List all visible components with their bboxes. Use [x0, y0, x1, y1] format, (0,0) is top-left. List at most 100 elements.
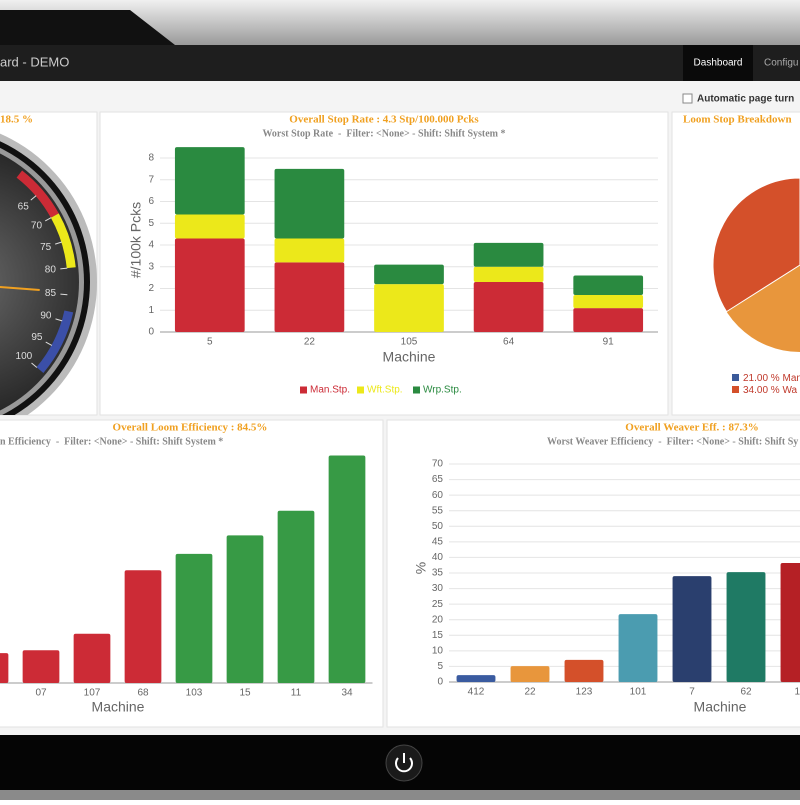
bar-segment — [374, 264, 444, 285]
gauge-tick — [31, 362, 38, 368]
bar — [780, 563, 800, 682]
legend-value: 21.00 % — [743, 373, 780, 384]
chart-title: Overall Weaver Eff. : 87.3% — [625, 422, 758, 434]
y-tick-label: 45 — [432, 536, 444, 547]
gauge-tick — [55, 241, 62, 245]
bottom-frame — [0, 790, 800, 800]
y-tick-label: 60 — [432, 490, 444, 501]
chart-subtitle: Worst Stop Rate - Filter: <None> - Shift… — [262, 128, 505, 139]
legend-swatch — [357, 386, 364, 394]
bar-segment — [174, 238, 245, 332]
bar — [175, 553, 213, 683]
y-tick-label: 55 — [432, 505, 444, 516]
y-tick-label: 35 — [432, 568, 444, 579]
bar-segment — [573, 275, 644, 296]
y-tick-label: 0 — [148, 327, 154, 338]
legend-value: 34.00 % — [743, 385, 780, 396]
gauge-tick — [45, 341, 53, 346]
y-tick-label: 6 — [148, 196, 154, 207]
gauge-band — [16, 170, 59, 218]
x-tick-label: 7 — [689, 687, 695, 698]
y-tick-label: 50 — [432, 521, 444, 532]
bar — [510, 666, 550, 682]
bar — [618, 614, 658, 682]
y-tick-label: 20 — [432, 614, 444, 625]
x-tick-label: 107 — [84, 688, 101, 699]
bar — [73, 633, 111, 683]
y-axis-label: #/100k Pcks — [128, 202, 144, 278]
x-axis-label: Machine — [92, 699, 145, 715]
chart-subtitle: Worst Weaver Efficiency - Filter: <None>… — [547, 436, 798, 447]
chart-title: Overall Loom Efficiency : 84.5% — [113, 422, 268, 434]
gauge-tick-label: 80 — [45, 265, 57, 276]
bar — [277, 510, 315, 683]
x-tick-label: 91 — [603, 337, 615, 348]
x-tick-label: 22 — [524, 687, 536, 698]
gauge-tick — [55, 318, 63, 322]
bar-segment — [473, 266, 544, 282]
bar-segment — [473, 242, 544, 267]
gauge-tick-label: 70 — [31, 220, 43, 231]
bar-segment — [473, 281, 544, 332]
y-axis-label: % — [413, 562, 429, 574]
bar-segment — [274, 168, 345, 239]
gauge-tick — [44, 217, 52, 222]
x-tick-label: 412 — [468, 687, 485, 698]
gauge-tick — [60, 293, 68, 296]
nav-tab[interactable]: Configu — [764, 58, 798, 69]
legend-swatch — [732, 386, 739, 393]
y-tick-label: 40 — [432, 552, 444, 563]
y-tick-label: 4 — [148, 240, 154, 251]
checkbox[interactable] — [682, 93, 693, 104]
x-tick-label: 103 — [186, 688, 203, 699]
bar — [0, 653, 9, 683]
chart: Overall Weaver Eff. : 87.3% Worst Weaver … — [413, 422, 800, 715]
chart-subtitle: n Efficiency - Filter: <None> - Shift: S… — [0, 436, 223, 447]
y-tick-label: 7 — [148, 174, 154, 185]
gauge-tick-label: 95 — [31, 332, 43, 343]
bar-segment — [374, 284, 444, 332]
checkbox-label[interactable]: Automatic page turn — [697, 94, 794, 105]
x-tick-label: 22 — [304, 337, 316, 348]
bar-segment — [573, 308, 644, 332]
x-axis-label: Machine — [694, 699, 747, 715]
y-tick-label: 0 — [437, 677, 443, 688]
legend-label: 34.00 % Wa — [743, 385, 798, 396]
y-tick-label: 70 — [432, 459, 444, 470]
gauge-tick — [30, 195, 37, 201]
gauge-tick — [60, 267, 68, 270]
x-tick-label: 68 — [137, 688, 149, 699]
bar — [22, 650, 60, 683]
y-tick-label: 15 — [432, 630, 444, 641]
gauge-tick-label: 90 — [40, 311, 52, 322]
frame-shape — [0, 10, 175, 45]
gauge-needle — [0, 285, 40, 291]
chart-title: Loom Stop Breakdown — [683, 114, 792, 126]
x-tick-label: 10 — [794, 687, 800, 698]
nav-active[interactable] — [683, 45, 753, 81]
chart: Overall Loom Efficiency : 84.5% n Efficie… — [0, 422, 373, 715]
gauge-band — [36, 310, 74, 373]
y-tick-label: 65 — [432, 474, 444, 485]
legend-label: Wrp.Stp. — [423, 385, 462, 396]
y-tick-label: 30 — [432, 583, 444, 594]
power-icon — [395, 753, 413, 773]
gauge-tick-label: 75 — [40, 242, 52, 253]
bar-segment — [274, 238, 345, 263]
gauge-tick-label: 100 — [16, 351, 33, 362]
x-tick-label: 5 — [207, 337, 213, 348]
nav-tab[interactable]: Dashboard — [694, 58, 743, 69]
x-tick-label: 62 — [740, 687, 752, 698]
chart: Overall Stop Rate : 4.3 Stp/100.000 Pcks… — [128, 114, 658, 396]
y-tick-label: 3 — [148, 261, 154, 272]
chart-title: 18.5 % — [0, 114, 33, 126]
pie-slice — [712, 177, 800, 313]
legend-label: Wft.Stp. — [367, 385, 403, 396]
legend-swatch — [413, 386, 420, 394]
legend-label: Man.Stp. — [310, 385, 350, 396]
bar — [726, 572, 766, 682]
x-tick-label: 105 — [401, 337, 418, 348]
